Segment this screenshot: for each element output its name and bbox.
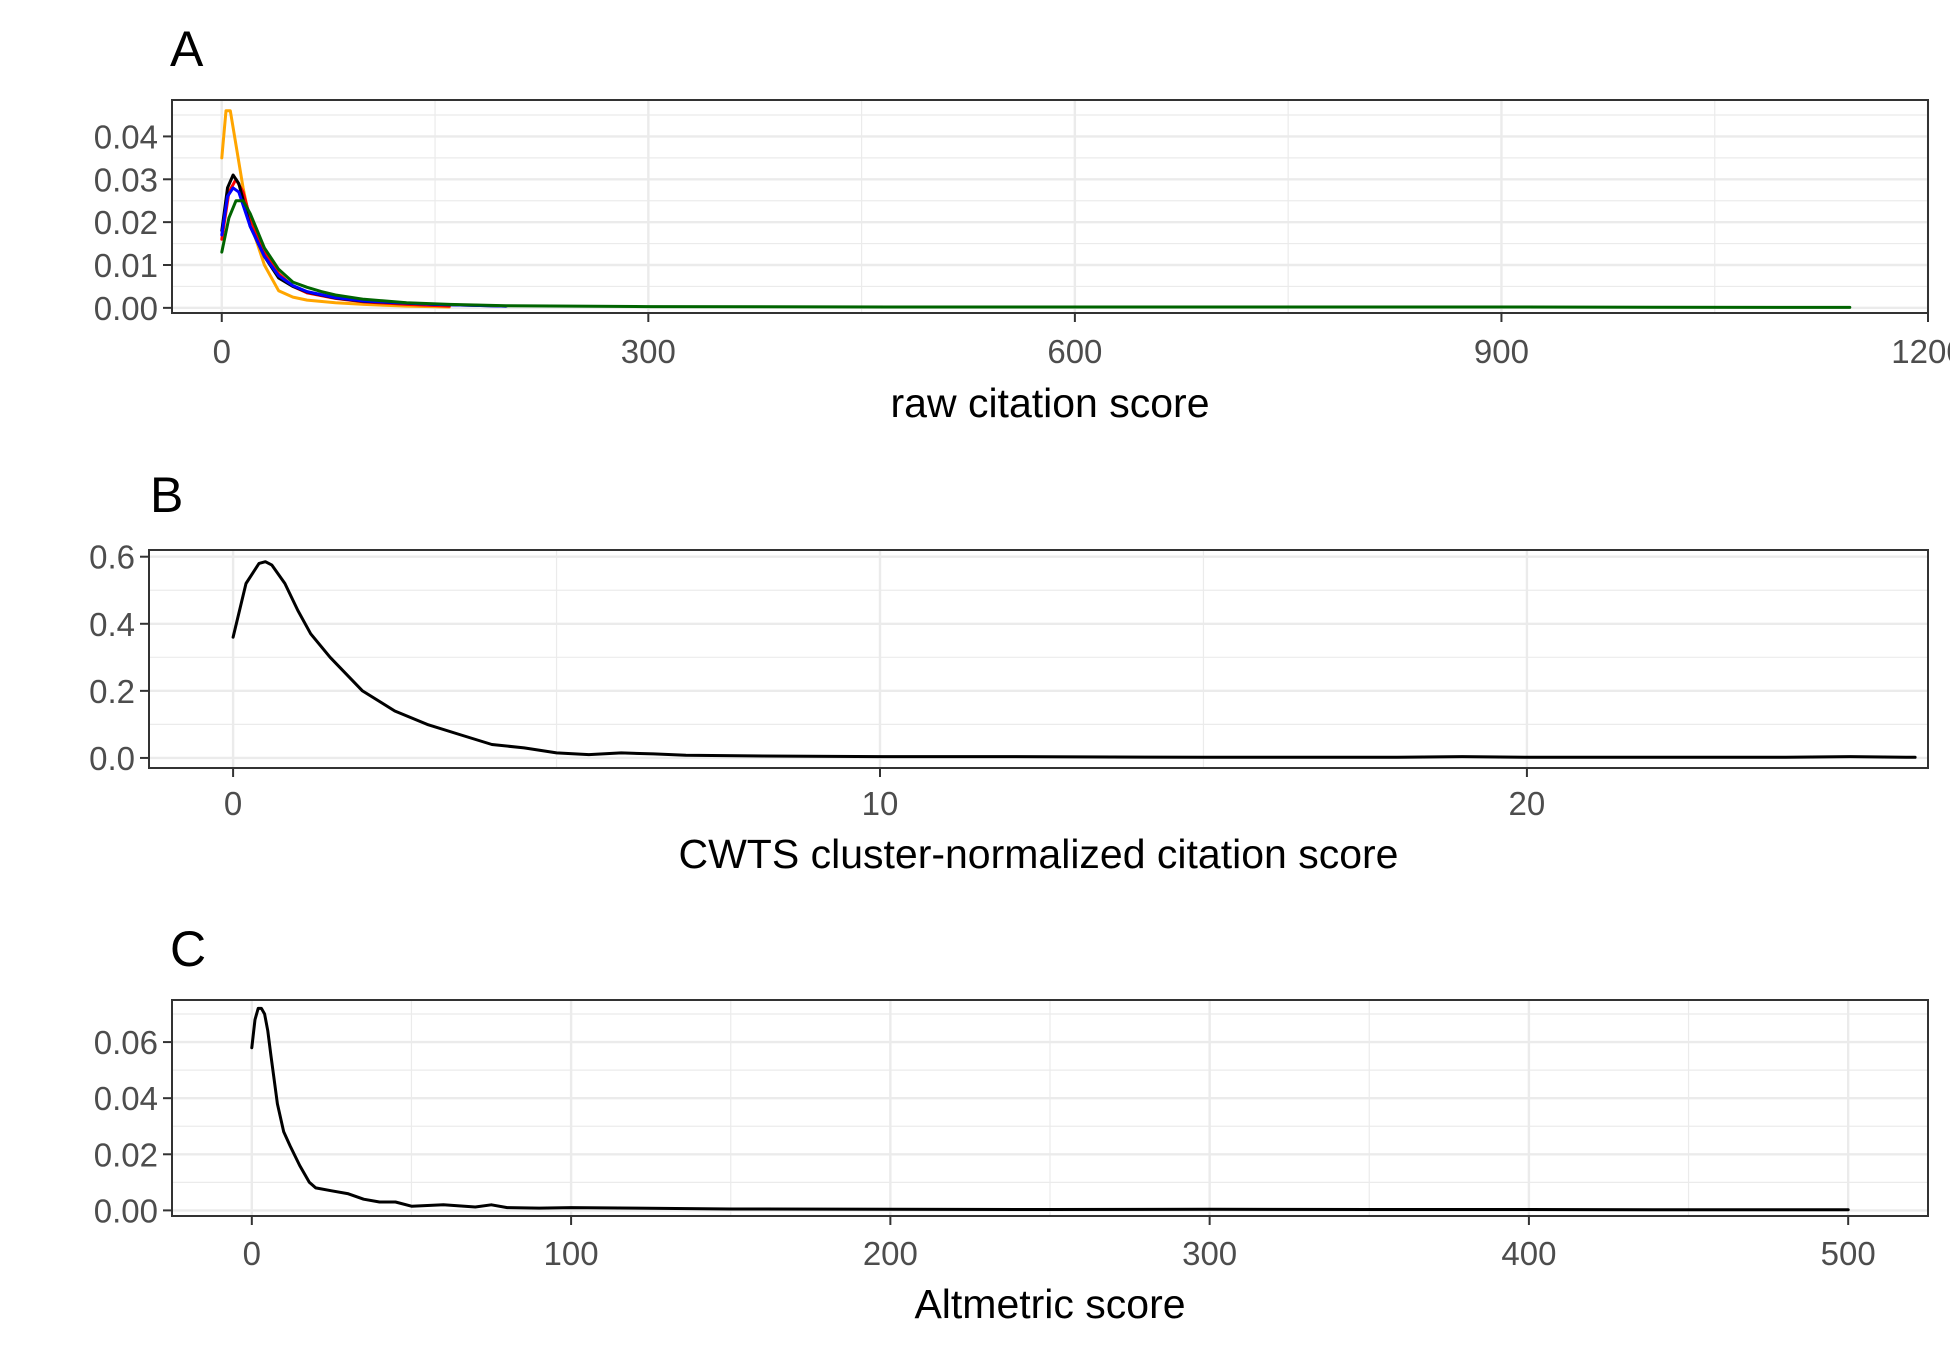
x-tick-label: 400 xyxy=(1501,1235,1556,1272)
minor-gridlines xyxy=(172,100,1928,313)
minor-gridlines xyxy=(149,550,1928,768)
y-tick-label: 0.01 xyxy=(94,247,158,284)
minor-gridlines xyxy=(172,1000,1928,1216)
series-line-3 xyxy=(220,186,508,308)
y-tick-label: 0.03 xyxy=(94,161,158,198)
y-axis: 0.0 0.2 0.4 0.6 xyxy=(89,539,149,777)
y-tick-label: 0.06 xyxy=(94,1024,158,1061)
y-tick-label: 0.6 xyxy=(89,539,135,576)
y-axis: 0.00 0.01 0.02 0.03 0.04 xyxy=(94,118,172,327)
panel-tag: C xyxy=(170,921,206,977)
x-axis: 0 10 20 xyxy=(224,768,1545,822)
x-tick-label: 600 xyxy=(1047,333,1102,370)
panel-border xyxy=(171,999,1929,1217)
panel-c: 0 100 200 300 400 500 0.00 0.02 0.04 0.06 Altmetri… xyxy=(94,921,1929,1327)
x-tick-label: 300 xyxy=(1182,1235,1237,1272)
y-tick-label: 0.00 xyxy=(94,1192,158,1229)
x-tick-label: 900 xyxy=(1474,333,1529,370)
x-tick-label: 300 xyxy=(621,333,676,370)
series-line-0 xyxy=(250,1006,1850,1212)
y-tick-label: 0.02 xyxy=(94,204,158,241)
x-axis: 0 100 200 300 400 500 xyxy=(243,1216,1876,1272)
x-axis-title: raw citation score xyxy=(890,380,1209,426)
series-lines xyxy=(220,109,1852,309)
x-tick-label: 500 xyxy=(1821,1235,1876,1272)
panel-border xyxy=(171,99,1929,314)
y-tick-label: 0.0 xyxy=(89,740,135,777)
y-axis: 0.00 0.02 0.04 0.06 xyxy=(94,1024,172,1229)
series-lines xyxy=(231,560,1917,759)
y-tick-label: 0.02 xyxy=(94,1136,158,1173)
y-tick-label: 0.4 xyxy=(89,606,135,643)
x-tick-label: 200 xyxy=(863,1235,918,1272)
x-axis-title: Altmetric score xyxy=(914,1281,1185,1327)
panel-tag: B xyxy=(150,467,183,523)
x-tick-label: 20 xyxy=(1509,785,1546,822)
major-gridlines xyxy=(149,550,1928,768)
x-tick-label: 0 xyxy=(224,785,242,822)
x-tick-label: 10 xyxy=(862,785,899,822)
y-tick-label: 0.00 xyxy=(94,290,158,327)
series-lines xyxy=(250,1006,1850,1212)
panel-b: 0 10 20 0.0 0.2 0.4 0.6 CWTS cluster-normalized… xyxy=(89,467,1929,877)
x-tick-label: 0 xyxy=(243,1235,261,1272)
series-line-0 xyxy=(231,560,1917,759)
x-tick-label: 0 xyxy=(213,333,231,370)
y-tick-label: 0.2 xyxy=(89,673,135,710)
panel-tag: A xyxy=(170,21,204,77)
y-tick-label: 0.04 xyxy=(94,118,158,155)
y-tick-label: 0.04 xyxy=(94,1080,158,1117)
x-tick-label: 100 xyxy=(544,1235,599,1272)
x-axis-title: CWTS cluster-normalized citation score xyxy=(679,831,1399,877)
series-line-0 xyxy=(220,109,451,309)
series-line-4 xyxy=(220,199,1852,309)
panel-border xyxy=(148,549,1929,769)
